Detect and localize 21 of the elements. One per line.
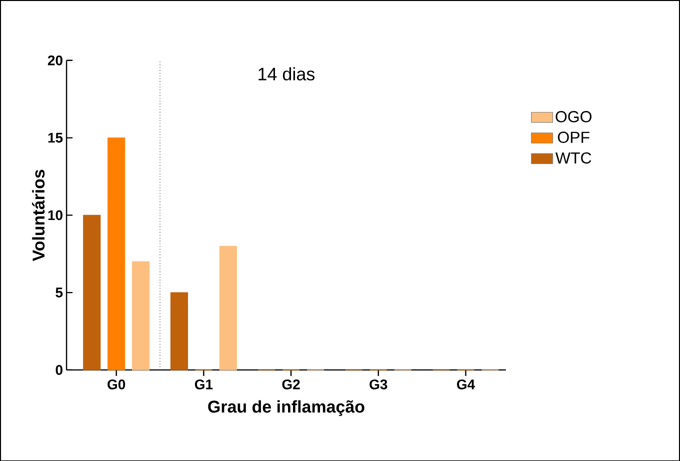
y-tick-label: 15	[48, 132, 63, 143]
x-axis-title: Grau de inflamação	[208, 400, 364, 416]
legend-label: OPF	[558, 132, 590, 143]
bar	[170, 292, 188, 370]
x-tick-label: G0	[108, 379, 126, 390]
y-tick-label: 0	[56, 364, 62, 375]
bar	[219, 246, 237, 370]
y-tick-label: 20	[48, 55, 62, 66]
y-axis-title: Voluntários	[32, 170, 45, 261]
bar	[132, 261, 150, 370]
x-tick-label: G3	[370, 379, 388, 390]
x-tick-label: G1	[194, 379, 213, 390]
legend-label: OGO	[556, 110, 592, 122]
y-tick-label: 10	[48, 210, 62, 220]
chart-title: 14 dias	[258, 67, 315, 80]
x-tick-label: G2	[282, 379, 300, 390]
x-tick-label: G4	[456, 379, 475, 390]
bar	[108, 137, 126, 370]
bar	[83, 214, 101, 370]
y-tick-label: 5	[56, 288, 63, 298]
legend-label: WTC	[555, 152, 592, 164]
